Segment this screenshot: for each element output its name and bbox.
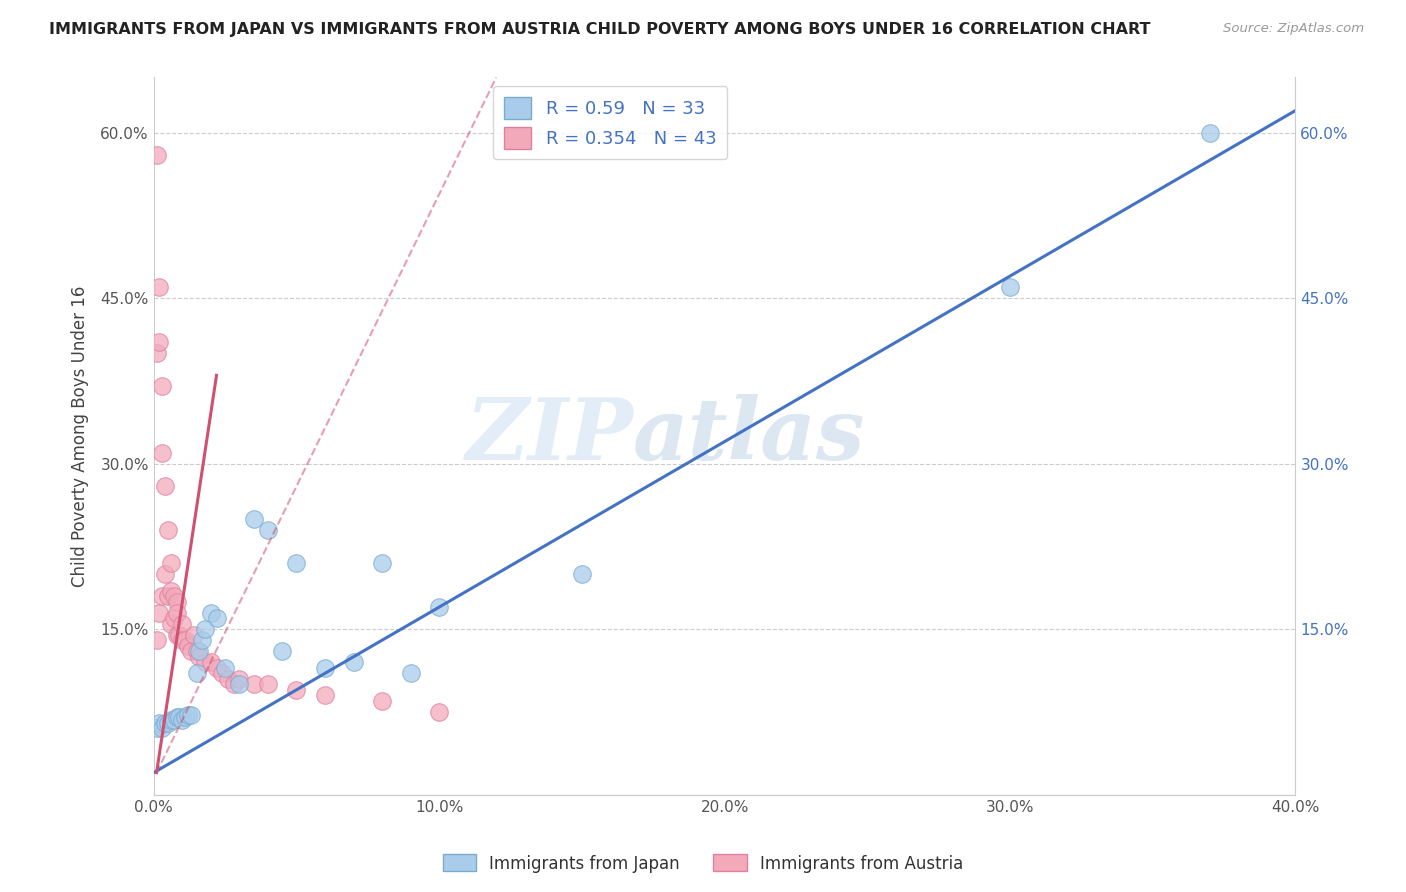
Point [156, 523, 179, 537]
Point [371, 694, 394, 708]
Point [166, 628, 188, 642]
Point [186, 666, 208, 681]
Text: Source: ZipAtlas.com: Source: ZipAtlas.com [1223, 22, 1364, 36]
Point [180, 708, 202, 723]
Point [242, 512, 264, 526]
Point [160, 583, 183, 598]
Point [1198, 126, 1220, 140]
Point [427, 705, 450, 719]
Point [145, 147, 167, 161]
Point [150, 589, 173, 603]
Point [148, 606, 170, 620]
Text: atlas: atlas [633, 394, 866, 478]
Point [156, 589, 179, 603]
Point [257, 523, 280, 537]
Point [205, 661, 228, 675]
Point [399, 666, 422, 681]
Point [145, 633, 167, 648]
Point [153, 567, 176, 582]
Point [194, 655, 217, 669]
Point [188, 649, 211, 664]
Point [271, 644, 294, 658]
Point [148, 335, 170, 350]
Point [156, 716, 179, 731]
Point [145, 722, 167, 736]
Point [191, 633, 214, 648]
Point [285, 556, 308, 570]
Point [172, 616, 194, 631]
Point [242, 677, 264, 691]
Point [186, 644, 208, 658]
Point [214, 661, 236, 675]
Point [228, 677, 250, 691]
Point [145, 346, 167, 360]
Point [150, 722, 173, 736]
Point [427, 600, 450, 615]
Point [160, 616, 183, 631]
Point [211, 666, 233, 681]
Point [183, 628, 205, 642]
Point [228, 672, 250, 686]
Point [150, 379, 173, 393]
Point [257, 677, 280, 691]
Point [174, 633, 197, 648]
Point [153, 716, 176, 731]
Point [166, 594, 188, 608]
Point [172, 713, 194, 727]
Legend: R = 0.59   N = 33, R = 0.354   N = 43: R = 0.59 N = 33, R = 0.354 N = 43 [494, 87, 727, 160]
Point [200, 655, 222, 669]
Point [217, 672, 239, 686]
Point [160, 713, 183, 727]
Point [188, 644, 211, 658]
Point [194, 622, 217, 636]
Point [172, 633, 194, 648]
Point [163, 611, 186, 625]
Text: IMMIGRANTS FROM JAPAN VS IMMIGRANTS FROM AUSTRIA CHILD POVERTY AMONG BOYS UNDER : IMMIGRANTS FROM JAPAN VS IMMIGRANTS FROM… [49, 22, 1150, 37]
Point [222, 677, 245, 691]
Point [285, 682, 308, 697]
Point [160, 556, 183, 570]
Point [998, 280, 1021, 294]
Point [314, 661, 336, 675]
Point [342, 655, 364, 669]
Point [153, 479, 176, 493]
Point [371, 556, 394, 570]
Point [150, 445, 173, 459]
Y-axis label: Child Poverty Among Boys Under 16: Child Poverty Among Boys Under 16 [72, 285, 89, 587]
Point [200, 606, 222, 620]
Text: ZIP: ZIP [465, 394, 633, 478]
Point [169, 628, 191, 642]
Point [148, 716, 170, 731]
Point [163, 713, 186, 727]
Point [148, 280, 170, 294]
Point [571, 567, 593, 582]
Point [166, 710, 188, 724]
Point [177, 708, 200, 723]
Point [205, 611, 228, 625]
Point [169, 710, 191, 724]
Point [177, 639, 200, 653]
Point [163, 589, 186, 603]
Point [180, 644, 202, 658]
Legend: Immigrants from Japan, Immigrants from Austria: Immigrants from Japan, Immigrants from A… [436, 847, 970, 880]
Point [314, 689, 336, 703]
Point [166, 606, 188, 620]
Point [174, 710, 197, 724]
